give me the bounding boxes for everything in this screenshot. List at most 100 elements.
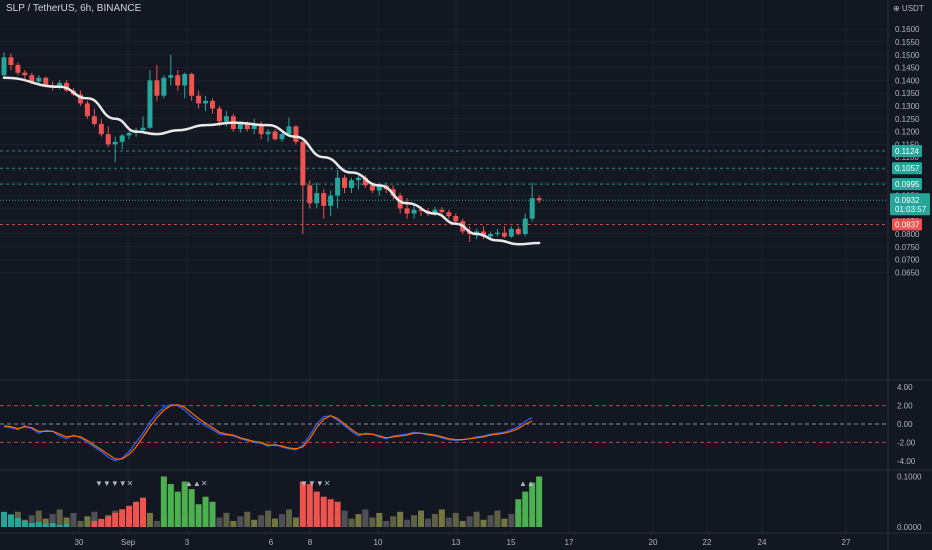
candle-body bbox=[182, 73, 188, 86]
vol-bar bbox=[160, 476, 167, 527]
vol-bg-bar bbox=[244, 511, 251, 527]
vol-bar bbox=[181, 481, 188, 527]
last-price-badge bbox=[890, 193, 930, 216]
vol-bg-bar bbox=[91, 511, 98, 527]
candle-body bbox=[140, 127, 146, 131]
vol-bar bbox=[299, 481, 306, 527]
candle-body bbox=[411, 209, 417, 214]
candle-body bbox=[265, 131, 271, 135]
candle-body bbox=[126, 132, 132, 136]
vol-bg-bar bbox=[501, 518, 508, 527]
candle-body bbox=[203, 100, 209, 104]
vol-bar bbox=[63, 523, 70, 527]
vol-bar bbox=[105, 516, 112, 527]
osc-series-line bbox=[3, 404, 533, 462]
vol-bg-bar bbox=[390, 516, 397, 527]
candle-body bbox=[536, 198, 542, 201]
vol-bg-bar bbox=[153, 520, 160, 527]
vol-bg-bar bbox=[376, 512, 383, 527]
candle-body bbox=[22, 72, 28, 76]
candle-body bbox=[210, 100, 215, 109]
vol-y-tick-label: 0.1000 bbox=[897, 473, 922, 482]
x-tick-label: 22 bbox=[703, 538, 712, 547]
vol-bar bbox=[327, 499, 334, 527]
vol-bar bbox=[313, 491, 320, 527]
osc-y-tick-label: 0.00 bbox=[897, 420, 913, 429]
vol-bg-bar bbox=[369, 517, 376, 527]
candle-body bbox=[307, 185, 313, 204]
osc-y-tick-label: 4.00 bbox=[897, 383, 913, 392]
candle-body bbox=[300, 141, 306, 186]
moving-average-line bbox=[2, 76, 541, 246]
vol-bar bbox=[28, 522, 35, 527]
vol-bar bbox=[49, 522, 56, 527]
vol-bg-bar bbox=[56, 509, 63, 527]
vol-bg-bar bbox=[418, 510, 424, 527]
vol-bg-bar bbox=[237, 516, 244, 527]
vol-bar bbox=[14, 517, 21, 527]
candle-body bbox=[481, 231, 487, 237]
y-tick-label: 0.0800 bbox=[895, 230, 920, 239]
vol-bar bbox=[536, 476, 543, 527]
price-level-label: 0.0837 bbox=[895, 221, 920, 230]
y-tick-label: 0.1550 bbox=[895, 38, 920, 47]
vol-bg-bar bbox=[272, 518, 279, 527]
vol-bar bbox=[7, 514, 14, 527]
candle-body bbox=[453, 216, 459, 222]
candle-body bbox=[91, 116, 97, 124]
vol-bar bbox=[209, 501, 216, 527]
vol-bg-bar bbox=[63, 517, 70, 527]
vol-signal-markers: ▲▲✕ bbox=[185, 479, 208, 488]
vol-bg-bar bbox=[411, 515, 418, 527]
candle-body bbox=[349, 180, 354, 188]
price-level-badge bbox=[892, 218, 922, 231]
vol-bg-bar bbox=[383, 520, 390, 527]
vol-bg-bar bbox=[466, 516, 473, 527]
vol-bar bbox=[167, 484, 174, 527]
vol-bg-bar bbox=[146, 512, 153, 527]
candle-body bbox=[376, 185, 382, 191]
vol-bg-bar bbox=[404, 519, 411, 527]
vol-signal-markers: ▲▲ bbox=[519, 479, 535, 488]
candle-body bbox=[15, 64, 21, 73]
y-tick-label: 0.1350 bbox=[895, 89, 920, 98]
y-tick-label: 0.0650 bbox=[895, 268, 920, 277]
vol-bar bbox=[98, 518, 105, 527]
vol-bar bbox=[126, 505, 133, 527]
candle-body bbox=[154, 80, 160, 96]
vol-bar bbox=[133, 501, 140, 527]
vol-bg-bar bbox=[445, 517, 452, 527]
x-tick-label: 8 bbox=[308, 538, 313, 547]
candle-body bbox=[216, 108, 222, 122]
candle-body bbox=[328, 195, 334, 206]
candle-body bbox=[362, 177, 368, 186]
vol-bg-bar bbox=[28, 515, 35, 527]
vol-bg-bar bbox=[508, 514, 515, 527]
vol-bg-bar bbox=[84, 516, 91, 527]
vol-bg-bar bbox=[341, 510, 348, 527]
candle-body bbox=[36, 77, 42, 82]
vol-bg-bar bbox=[70, 512, 77, 527]
vol-bg-bar bbox=[452, 512, 459, 527]
candle-body bbox=[84, 103, 90, 117]
vol-bar bbox=[140, 497, 146, 527]
candle-body bbox=[286, 126, 292, 135]
vol-bg-bar bbox=[424, 518, 431, 527]
candle-body bbox=[335, 177, 341, 196]
vol-bg-bar bbox=[77, 520, 84, 527]
osc-y-tick-label: 2.00 bbox=[897, 402, 913, 411]
y-tick-label: 0.0700 bbox=[895, 256, 920, 265]
candle-body bbox=[161, 77, 167, 96]
candle-body bbox=[29, 75, 35, 82]
vol-bar bbox=[174, 491, 181, 527]
candle-body bbox=[147, 80, 153, 128]
y-tick-label: 0.1150 bbox=[895, 140, 919, 149]
candle-body bbox=[196, 95, 202, 104]
vol-bar bbox=[112, 512, 119, 527]
price-level-label: 0.1057 bbox=[895, 164, 920, 173]
candle-body bbox=[474, 231, 480, 235]
candle-body bbox=[175, 75, 181, 86]
candle-body bbox=[57, 82, 63, 87]
vol-bar bbox=[522, 491, 529, 527]
